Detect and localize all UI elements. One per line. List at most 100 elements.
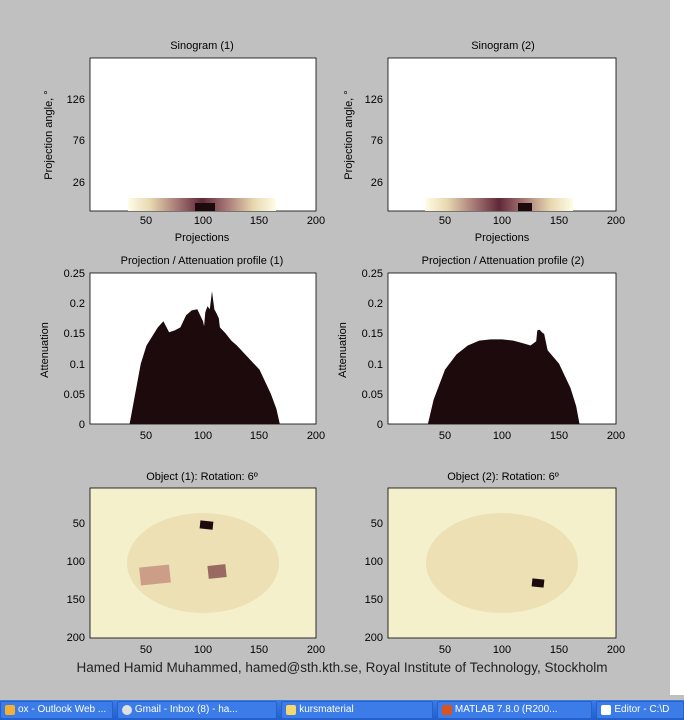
sinogram-1-axes	[89, 57, 317, 212]
sinogram-1-ytick: 126	[67, 94, 85, 106]
object-1-ellipse	[127, 513, 279, 613]
object-1-xtick: 150	[250, 644, 268, 656]
taskbar-item-label: ox - Outlook Web ...	[18, 704, 107, 715]
sinogram-2-xtick: 200	[607, 215, 625, 227]
object-2-xtick: 200	[607, 644, 625, 656]
profile-2-area	[427, 329, 580, 424]
profile-2-ytick: 0.2	[368, 298, 383, 310]
taskbar-item-label: Editor - C:\D	[614, 704, 670, 715]
matlab-icon	[441, 705, 452, 715]
object-1-xtick: 50	[140, 644, 152, 656]
object-1-insert-left	[139, 564, 171, 586]
profile-2-ytick: 0	[377, 419, 383, 431]
profile-1-xtick: 50	[140, 430, 152, 442]
sinogram-1-xlabel: Projections	[175, 232, 230, 244]
sinogram-1-plot: Sinogram (1) 126 76 26 50 100 150 200 Pr…	[43, 40, 325, 244]
sinogram-2-ytick: 26	[371, 177, 383, 189]
object-2-title: Object (2): Rotation: 6º	[447, 471, 559, 483]
sinogram-1-ytick: 76	[73, 135, 85, 147]
taskbar-item-label: MATLAB 7.8.0 (R200...	[454, 704, 558, 715]
object-2-ytick: 50	[371, 518, 383, 530]
profile-1-ytick: 0	[79, 419, 85, 431]
object-1-ytick: 150	[67, 594, 85, 606]
editor-icon	[601, 705, 612, 715]
object-1-title: Object (1): Rotation: 6º	[146, 471, 258, 483]
sinogram-2-xlabel: Projections	[475, 232, 530, 244]
taskbar-item-editor[interactable]: Editor - C:\D	[596, 701, 684, 719]
object-1-dark-insert	[199, 520, 214, 530]
figure-canvas: Sinogram (1) 126 76 26 50 100 150 200 Pr…	[39, 40, 626, 656]
sinogram-1-xtick: 100	[194, 215, 212, 227]
profile-2-plot: Projection / Attenuation profile (2) 0.2…	[337, 255, 625, 442]
profile-1-ytick: 0.2	[70, 298, 85, 310]
profile-1-xtick: 100	[194, 430, 212, 442]
adjacent-window-edge	[670, 0, 684, 695]
taskbar-item-gmail[interactable]: Gmail - Inbox (8) - ha...	[116, 701, 278, 719]
object-1-plot: Object (1): Rotation: 6º 50 100 150 200 …	[67, 471, 326, 656]
profile-1-ytick: 0.15	[64, 328, 85, 340]
profile-1-xtick: 200	[307, 430, 325, 442]
sinogram-2-title: Sinogram (2)	[471, 40, 535, 52]
object-2-xtick: 150	[550, 644, 568, 656]
taskbar-item-kursmaterial[interactable]: kursmaterial	[281, 701, 433, 719]
sinogram-1-xtick: 200	[307, 215, 325, 227]
sinogram-2-band	[425, 198, 573, 211]
profile-1-ytick: 0.05	[64, 389, 85, 401]
sinogram-1-title: Sinogram (1)	[170, 40, 234, 52]
object-2-ytick: 150	[365, 594, 383, 606]
sinogram-1-ylabel: Projection angle, °	[43, 90, 55, 179]
profile-1-area	[129, 291, 280, 424]
profile-1-ylabel: Attenuation	[39, 322, 51, 378]
object-2-ytick: 100	[365, 556, 383, 568]
object-1-ytick: 200	[67, 632, 85, 644]
folder-icon	[286, 705, 297, 715]
object-2-dark-insert	[531, 578, 545, 588]
sinogram-2-ylabel: Projection angle, °	[343, 90, 355, 179]
object-1-xtick: 200	[307, 644, 325, 656]
profile-1-ytick: 0.1	[70, 359, 85, 371]
sinogram-2-plot: Sinogram (2) 126 76 26 50 100 150 200 Pr…	[343, 40, 625, 244]
outlook-icon	[5, 705, 15, 715]
object-2-xtick: 50	[439, 644, 451, 656]
sinogram-2-ytick: 76	[371, 135, 383, 147]
sinogram-2-axes	[387, 57, 617, 212]
object-2-plot: Object (2): Rotation: 6º 50 100 150 200 …	[365, 471, 626, 656]
sinogram-2-core	[518, 203, 532, 211]
profile-1-ytick: 0.25	[64, 268, 85, 280]
sinogram-2-xtick: 50	[439, 215, 451, 227]
profile-1-xtick: 150	[250, 430, 268, 442]
object-2-ytick: 200	[365, 632, 383, 644]
object-1-xtick: 100	[194, 644, 212, 656]
profile-1-plot: Projection / Attenuation profile (1) 0.2…	[39, 255, 325, 442]
taskbar-item-outlook[interactable]: ox - Outlook Web ...	[0, 701, 113, 719]
sinogram-1-ytick: 26	[73, 177, 85, 189]
profile-2-ytick: 0.1	[368, 359, 383, 371]
sinogram-2-xtick: 150	[550, 215, 568, 227]
taskbar-item-label: kursmaterial	[299, 704, 354, 715]
taskbar-item-label: Gmail - Inbox (8) - ha...	[134, 704, 238, 715]
profile-2-title: Projection / Attenuation profile (2)	[422, 255, 585, 267]
profile-2-xtick: 100	[493, 430, 511, 442]
sinogram-1-xtick: 150	[250, 215, 268, 227]
object-2-xtick: 100	[493, 644, 511, 656]
object-1-ytick: 50	[73, 518, 85, 530]
windows-taskbar: ox - Outlook Web ... Gmail - Inbox (8) -…	[0, 700, 684, 720]
profile-2-ytick: 0.25	[362, 268, 383, 280]
object-1-ytick: 100	[67, 556, 85, 568]
sinogram-2-ytick: 126	[365, 94, 383, 106]
sinogram-1-core	[195, 203, 215, 211]
profile-2-ylabel: Attenuation	[337, 322, 349, 378]
taskbar-item-matlab[interactable]: MATLAB 7.8.0 (R200...	[436, 701, 593, 719]
object-1-insert-right	[207, 564, 227, 579]
object-2-ellipse	[426, 513, 578, 613]
profile-1-title: Projection / Attenuation profile (1)	[121, 255, 284, 267]
profile-2-xtick: 50	[439, 430, 451, 442]
profile-2-xtick: 150	[550, 430, 568, 442]
sinogram-1-xtick: 50	[140, 215, 152, 227]
profile-2-xtick: 200	[607, 430, 625, 442]
author-credit: Hamed Hamid Muhammed, hamed@sth.kth.se, …	[76, 660, 608, 675]
profile-2-ytick: 0.05	[362, 389, 383, 401]
profile-2-ytick: 0.15	[362, 328, 383, 340]
browser-icon	[121, 705, 132, 715]
sinogram-2-xtick: 100	[493, 215, 511, 227]
